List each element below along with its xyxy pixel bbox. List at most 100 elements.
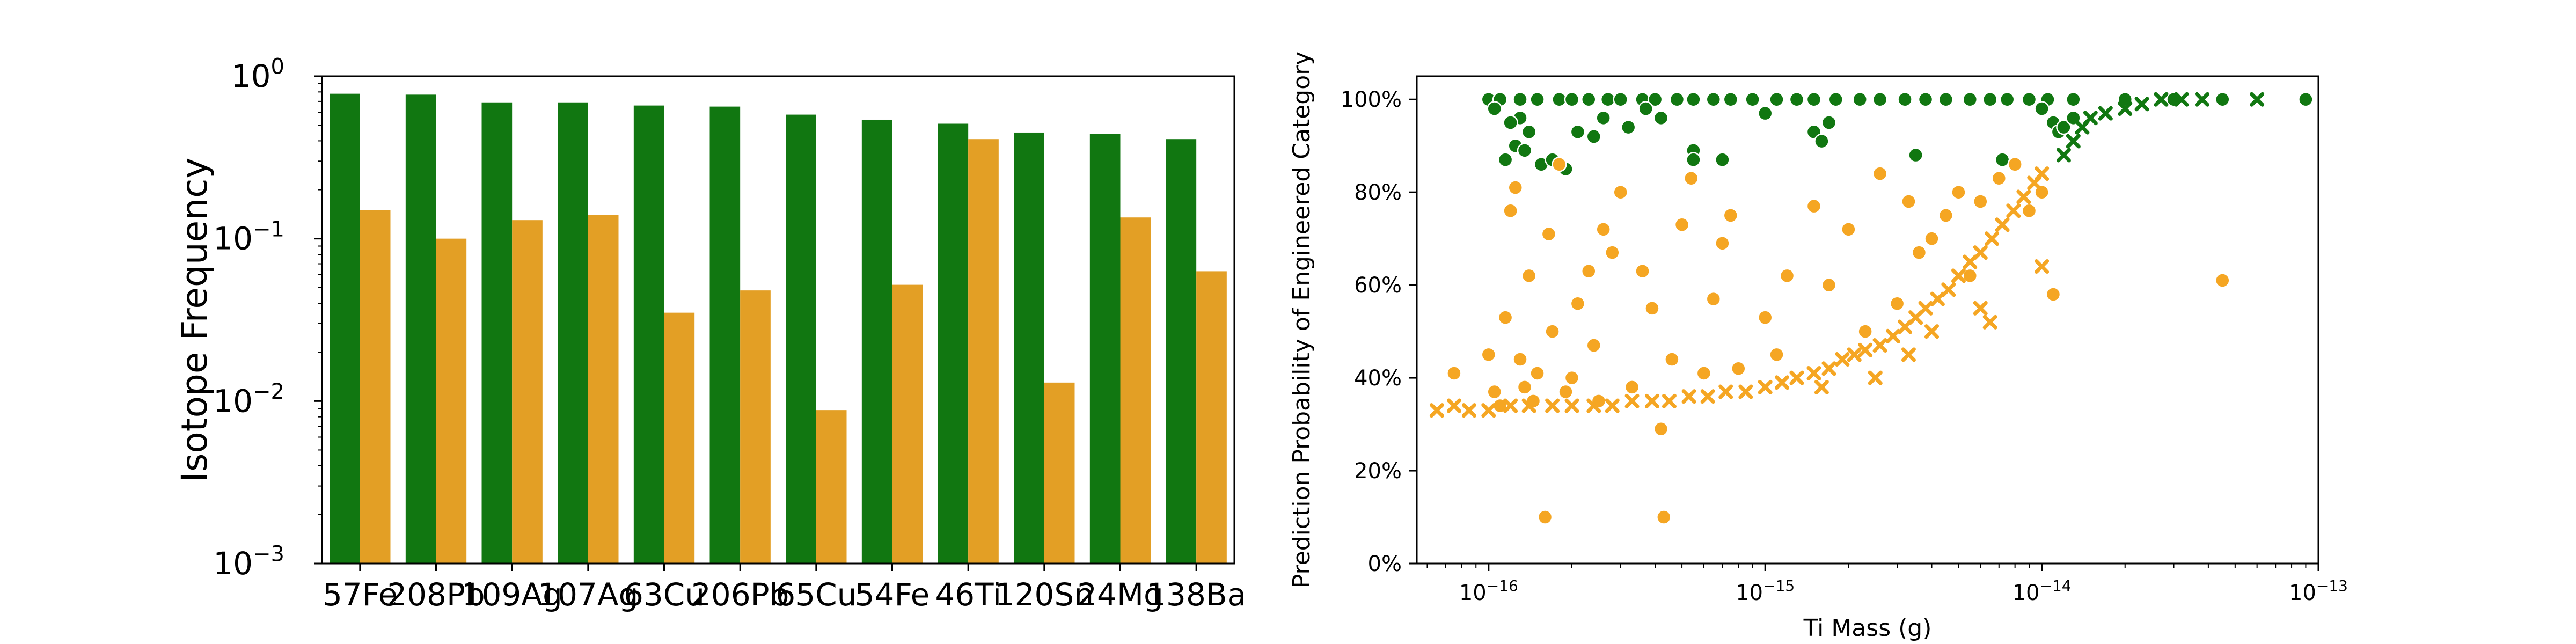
bar-54Fe-series-2	[892, 284, 923, 564]
scatter-point-x-marker	[1503, 398, 1518, 413]
bar-65Cu-series-1	[786, 114, 816, 564]
scatter-point	[1624, 379, 1640, 395]
scatter-point-x-marker	[1700, 389, 1715, 404]
bar-206Pb-series-2	[740, 290, 771, 564]
scatter-point	[1552, 157, 1567, 172]
scatter-point	[2215, 273, 2230, 288]
scatter-point-x-marker	[1662, 393, 1677, 408]
scatter-point	[1828, 91, 1844, 107]
scatter-point-x-marker	[2016, 189, 2031, 204]
scatter-point-x-marker	[2056, 148, 2071, 163]
scatter-point	[1487, 384, 1502, 400]
scatter-point	[1564, 370, 1580, 386]
scatter-point-x-marker	[1835, 352, 1850, 367]
scatter-point-x-marker	[1774, 375, 1789, 390]
scatter-point	[1446, 365, 1462, 381]
scatter-point	[1545, 324, 1560, 339]
scatter-point	[1507, 180, 1524, 195]
bar-46Ti-series-2	[968, 139, 999, 564]
scatter-point	[1982, 91, 1998, 107]
scatter-point	[1769, 347, 1784, 363]
x-tick-label-138Ba: 138Ba	[1146, 576, 1246, 613]
scatter-point-x-marker	[1446, 398, 1461, 413]
scatter-point-x-marker	[1995, 217, 2010, 232]
scatter-point	[1994, 152, 2010, 167]
bar-138Ba-series-2	[1196, 271, 1227, 564]
scatter-point	[1814, 133, 1829, 149]
scatter-point-x-marker	[2006, 203, 2021, 218]
bar-63Cu-series-2	[664, 312, 695, 564]
scatter-point-x-marker	[1564, 398, 1579, 413]
scatter-point	[1541, 226, 1557, 242]
scatter-point	[1586, 338, 1602, 353]
bar-107Ag-series-1	[558, 102, 588, 564]
bar-57Fe-series-1	[330, 93, 360, 564]
scatter-point	[1918, 91, 1934, 107]
scatter-point-x-marker	[1924, 324, 1940, 339]
scatter-point-x-marker	[2035, 259, 2050, 274]
scatter-point	[1586, 129, 1602, 144]
scatter-point	[1841, 222, 1856, 237]
scatter-point	[1962, 91, 1978, 107]
bar-54Fe-series-1	[861, 119, 892, 564]
scatter-points-group	[1429, 91, 2314, 525]
scatter-point-x-marker	[1806, 365, 1821, 380]
scatter-point	[1537, 509, 1553, 525]
scatter-point	[1924, 231, 1940, 246]
bar-63Cu-series-1	[633, 105, 664, 564]
scatter-point	[1517, 143, 1533, 158]
scatter-point	[1908, 147, 1923, 163]
scatter-point-x-marker	[2134, 97, 2149, 112]
scatter-point	[1806, 198, 1822, 214]
scatter-point	[1552, 91, 1567, 107]
scatter-point	[1497, 310, 1513, 325]
scatter-point-x-marker	[1545, 398, 1560, 413]
y-tick-label: 60%	[1354, 273, 1402, 298]
scatter-point	[1529, 365, 1545, 381]
scatter-point-x-marker	[1521, 398, 1536, 413]
scatter-point-x-marker	[2174, 92, 2189, 107]
scatter-point	[1481, 347, 1497, 363]
bar-206Pb-series-1	[709, 106, 741, 564]
scatter-point-x-marker	[1982, 314, 1997, 330]
scatter-point	[1852, 91, 1868, 107]
scatter-point	[1991, 170, 2007, 186]
scatter-point	[1613, 184, 1628, 200]
scatter-point-x-marker	[1858, 342, 1873, 357]
scatter-point-x-marker	[2098, 106, 2113, 121]
scatter-point	[1789, 91, 1805, 107]
scatter-point	[1644, 301, 1660, 316]
bar-24Mg-series-1	[1089, 134, 1121, 564]
scatter-point	[1620, 119, 1636, 135]
scatter-point	[1938, 208, 1954, 223]
x-tick-label-57Fe: 57Fe	[323, 576, 398, 613]
scatter-chart-y-ticks: 0% 20% 40% 60% 80% 100%	[1341, 87, 1417, 576]
scatter-point	[1580, 263, 1597, 279]
scatter-point	[1686, 91, 1701, 107]
scatter-point	[2045, 287, 2061, 302]
scatter-point-x-marker	[2035, 166, 2050, 181]
bar-series-group	[330, 93, 1227, 564]
scatter-point	[1570, 296, 1586, 311]
scatter-point	[1653, 421, 1669, 437]
scatter-point	[1669, 91, 1685, 107]
scatter-point	[1512, 352, 1528, 367]
scatter-point	[1757, 310, 1773, 325]
scatter-point	[1872, 166, 1888, 181]
scatter-point	[2066, 91, 2081, 107]
prediction-probability-scatter-chart: 0%20%40%60%80%100% 10−16 10−15 10−14 10−13 …	[1288, 52, 2348, 642]
bar-120Sn-series-2	[1044, 382, 1075, 564]
scatter-point	[1605, 245, 1620, 260]
x-tick-label-107Ag: 107Ag	[538, 576, 638, 613]
scatter-point-x-marker	[1821, 361, 1836, 376]
bar-chart-y-axis-label: Isotope Frequency	[174, 158, 215, 482]
x-tick-label: 10−14	[2012, 577, 2072, 605]
scatter-point-x-marker	[1951, 268, 1966, 283]
x-tick-label-63Cu: 63Cu	[624, 576, 705, 613]
scatter-point-x-marker	[1985, 231, 2000, 246]
scatter-point	[1596, 222, 1611, 237]
scatter-point	[1973, 194, 1988, 209]
scatter-point-x-marker	[1973, 245, 1988, 260]
scatter-point	[1503, 203, 1518, 219]
